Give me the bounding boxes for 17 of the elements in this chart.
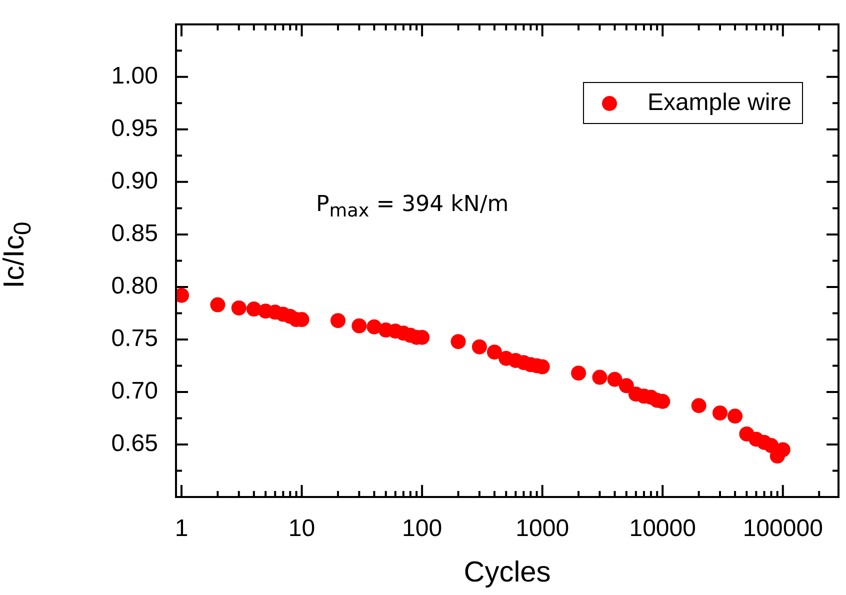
y-tick-label: 0.80 [111, 272, 158, 300]
x-tick-label: 10 [288, 515, 316, 542]
x-tick-label: 10000 [629, 515, 696, 542]
y-tick-label: 0.90 [111, 168, 158, 195]
y-tick-label: 0.95 [111, 115, 158, 142]
y-tick-label: 0.65 [111, 430, 158, 458]
x-tick-label: 1 [174, 515, 188, 542]
x-tick-label: 100 [402, 515, 442, 542]
y-tick-label: 1.00 [111, 62, 158, 90]
legend-label: Example wire [647, 89, 792, 118]
y-tick-label: 0.70 [111, 378, 158, 405]
x-axis-title: Cycles [464, 556, 551, 589]
x-tick-label: 100000 [742, 515, 823, 542]
y-tick-label: 0.75 [111, 325, 158, 352]
annotation: P$_{max}$ = 394 kN/m [316, 192, 509, 222]
x-tick-label: 1000 [516, 515, 570, 542]
y-tick-label: 0.85 [111, 220, 158, 248]
